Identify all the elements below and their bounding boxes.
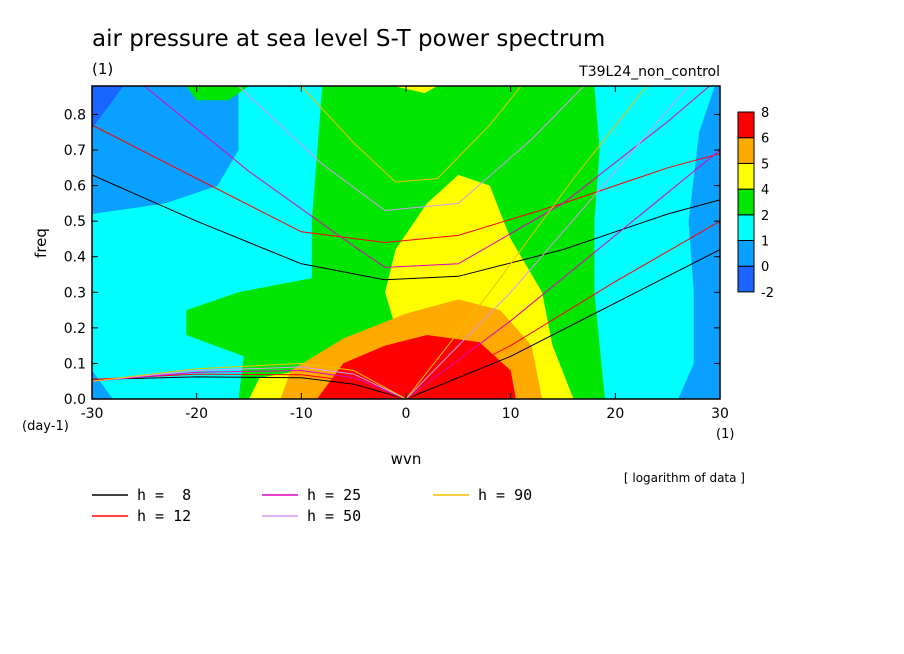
- legend-label: h = 90: [478, 486, 532, 504]
- title-units: (1): [92, 60, 113, 78]
- y-tick-label: 0.2: [64, 321, 86, 337]
- dispersion-curves: [92, 86, 720, 399]
- contour-fields: [92, 86, 720, 399]
- x-tick-label: 10: [502, 406, 520, 422]
- dispersion-curve-h90-kelvin: [405, 86, 648, 399]
- contour-region-2-4-6-0: [186, 86, 249, 101]
- y-tick-label: 0.6: [64, 179, 86, 195]
- y-axis: 0.0 0.1 0.2 0.3 0.4 0.5 0.6 0.7 0.8: [64, 107, 720, 408]
- x-tick-label: 0: [402, 406, 411, 422]
- dispersion-curve-h8-rossby: [92, 376, 407, 399]
- colorbar-swatch: [737, 137, 755, 164]
- contour-region-4-5-3-1: [393, 86, 438, 94]
- colorbar-label: 6: [761, 132, 769, 147]
- x-tick-label: -20: [185, 406, 208, 422]
- colorbar-swatch: [737, 111, 755, 139]
- x-tick-label: 30: [711, 406, 729, 422]
- dispersion-curve-h25-kelvin: [405, 149, 720, 399]
- dispersion-curve-h25-inertia-gravity: [143, 86, 710, 268]
- y-tick-label: 0.7: [64, 143, 86, 159]
- dispersion-legend: h = 8 h = 12 h = 25 h = 50 h = 90: [92, 486, 532, 525]
- dispersion-curve-h8-inertia-gravity: [92, 174, 720, 281]
- dispersion-curve-h90-inertia-gravity: [300, 86, 522, 183]
- x-axis: -30 -20 -10 0 10 20 30: [81, 86, 729, 422]
- dispersion-curve-h12-kelvin: [405, 220, 720, 399]
- x-tick-label: -10: [290, 406, 313, 422]
- y-tick-label: 0.1: [64, 356, 86, 372]
- y-units-label: (day-1): [22, 419, 69, 434]
- dispersion-curve-h12-rossby: [92, 373, 407, 399]
- colorbar-label: 1: [761, 235, 769, 250]
- colorbar-swatch: [737, 240, 755, 267]
- legend-label: h = 12: [137, 507, 191, 525]
- y-tick-label: 0.4: [64, 250, 86, 266]
- colorbar-label: -2: [761, 286, 774, 301]
- y-tick-label: 0.5: [64, 214, 86, 230]
- colorbar-label: 4: [761, 183, 769, 198]
- colorbar-label: 2: [761, 209, 769, 224]
- x-tick-label: 20: [606, 406, 624, 422]
- dispersion-curve-h12-inertia-gravity: [92, 124, 720, 244]
- contour-region--2-0-7-0: [92, 86, 124, 129]
- chart-title: air pressure at sea level S-T power spec…: [92, 26, 605, 52]
- y-tick-label: 0.0: [64, 392, 86, 408]
- log-note: [ logarithm of data ]: [624, 471, 745, 485]
- colorbar: -2 0 1 2 4 5 6 8: [737, 106, 774, 301]
- colorbar-label: 0: [761, 260, 769, 275]
- colorbar-label: 5: [761, 157, 769, 172]
- x-units-label: (1): [716, 427, 734, 442]
- colorbar-swatch: [737, 188, 755, 216]
- chart-subtitle-right: T39L24_non_control: [578, 64, 720, 80]
- legend-label: h = 25: [307, 486, 361, 504]
- colorbar-swatch: [737, 162, 755, 190]
- x-tick-label: -30: [81, 406, 104, 422]
- y-tick-label: 0.8: [64, 107, 86, 123]
- y-tick-label: 0.3: [64, 285, 86, 301]
- legend-label: h = 50: [307, 507, 361, 525]
- dispersion-curve-h8-kelvin: [405, 249, 720, 399]
- dispersion-curve-h50-inertia-gravity: [238, 86, 585, 212]
- dispersion-curve-h50-rossby: [92, 366, 407, 399]
- y-axis-label: freq: [32, 228, 50, 258]
- dispersion-curve-h90-rossby: [92, 362, 407, 399]
- colorbar-swatch: [737, 214, 755, 242]
- dispersion-curve-h25-rossby: [92, 369, 407, 399]
- legend-label: h = 8: [137, 486, 191, 504]
- colorbar-swatch: [737, 265, 755, 293]
- colorbar-label: 8: [761, 106, 769, 121]
- dispersion-curve-h50-kelvin: [405, 86, 689, 399]
- x-axis-label: wvn: [391, 450, 422, 468]
